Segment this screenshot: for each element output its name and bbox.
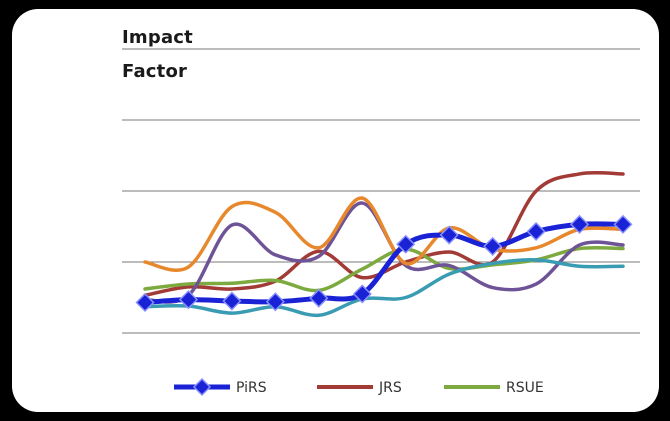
chart-title-line-1: Impact: [122, 27, 193, 48]
data-point-pirs-1: [135, 292, 155, 313]
legend-label-jrs: JRS: [378, 380, 402, 396]
data-point-pirs-3: [222, 291, 242, 311]
grid-lines: [122, 48, 640, 334]
chart-title-line-2: Factor: [122, 61, 188, 82]
series-line-5: [143, 196, 625, 272]
series-markers: [135, 214, 633, 313]
series-line-jrs: [143, 170, 625, 298]
data-point-pirs-2: [178, 290, 199, 310]
chart-card: Impact Factor PiRS JRS RSUE: [12, 9, 659, 412]
data-point-pirs-7: [396, 234, 416, 254]
data-point-pirs-12: [613, 214, 633, 234]
data-point-pirs-8: [439, 225, 459, 245]
legend: PiRS JRS RSUE: [174, 377, 544, 397]
line-chart: PiRS JRS RSUE: [122, 48, 640, 397]
data-point-pirs-4: [265, 292, 285, 312]
data-point-pirs-5: [309, 288, 329, 308]
legend-label-pirs: PiRS: [236, 380, 267, 396]
data-point-pirs-6: [352, 284, 372, 304]
series-line-6: [143, 258, 625, 318]
series-lines: [142, 170, 626, 318]
data-point-pirs-9: [483, 236, 503, 256]
data-point-pirs-10: [526, 221, 546, 242]
legend-label-rsue: RSUE: [506, 380, 544, 396]
legend-marker-pirs: [192, 377, 212, 397]
data-point-pirs-11: [569, 214, 590, 234]
